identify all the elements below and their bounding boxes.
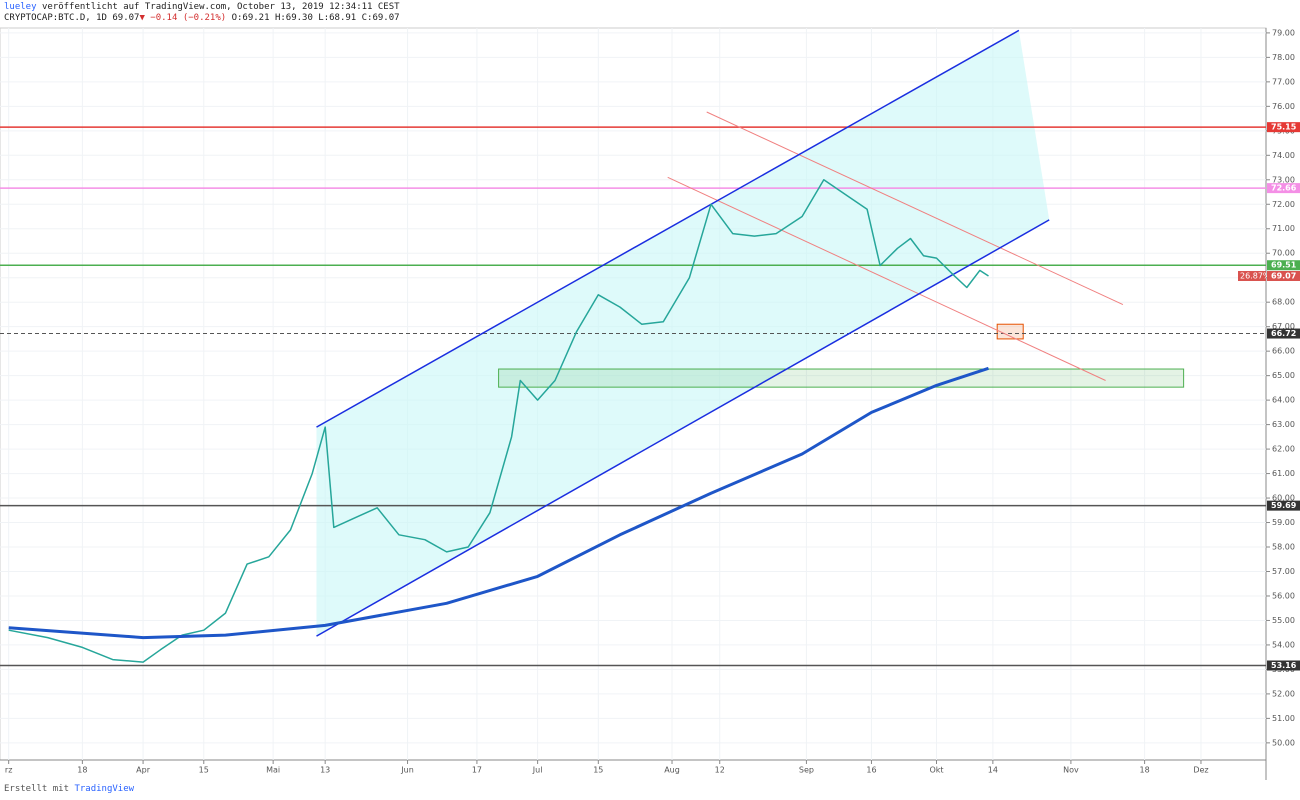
x-tick-label: Dez: [1193, 766, 1208, 775]
x-tick-label: 14: [988, 766, 998, 775]
x-tick-label: 18: [77, 766, 87, 775]
y-tick-label: 50.00: [1272, 738, 1295, 747]
footer-text: Erstellt mit: [4, 784, 70, 794]
level-label: 59.69: [1271, 501, 1297, 510]
publish-line: lueley veröffentlicht auf TradingView.co…: [4, 2, 400, 13]
change: ▼ −0.14 (−0.21%): [139, 13, 227, 23]
published: veröffentlicht auf TradingView.com, Octo…: [41, 2, 400, 12]
x-tick-label: Okt: [929, 766, 943, 775]
level-label: 72.66: [1271, 184, 1297, 193]
x-tick-label: 15: [593, 766, 603, 775]
trend-line: [706, 111, 1124, 306]
ohlc: O:69.21 H:69.30 L:68.91 C:69.07: [231, 13, 400, 23]
y-tick-label: 58.00: [1272, 543, 1295, 552]
symbol-line: CRYPTOCAP:BTC.D, 1D 69.07▼ −0.14 (−0.21%…: [4, 13, 400, 24]
y-tick-label: 79.00: [1272, 28, 1295, 37]
zone: [996, 323, 1024, 340]
y-tick-label: 77.00: [1272, 77, 1295, 86]
symbol: CRYPTOCAP:BTC.D, 1D 69.07: [4, 13, 140, 23]
y-tick-label: 54.00: [1272, 640, 1295, 649]
zone: [498, 368, 1185, 388]
series-line: [8, 179, 989, 663]
trend-line: [667, 176, 1106, 381]
x-tick-label: Aug: [664, 766, 680, 775]
level-label: 75.15: [1271, 123, 1297, 132]
y-tick-label: 59.00: [1272, 518, 1295, 527]
brand[interactable]: TradingView: [74, 784, 135, 794]
channel-lower: [316, 219, 1050, 637]
x-tick-label: Jun: [400, 766, 414, 775]
y-tick-label: 52.00: [1272, 689, 1295, 698]
y-tick-label: 57.00: [1272, 567, 1295, 576]
x-tick-label: 15: [199, 766, 209, 775]
level-tag: [1267, 122, 1300, 133]
y-tick-label: 70.00: [1272, 249, 1295, 258]
level-tag: [1267, 328, 1300, 339]
y-tick-label: 56.00: [1272, 591, 1295, 600]
user[interactable]: lueley: [4, 2, 37, 12]
y-tick-label: 71.00: [1272, 224, 1295, 233]
y-tick-label: 63.00: [1272, 420, 1295, 429]
x-tick-label: 13: [320, 766, 330, 775]
price-label: 69.07: [1271, 271, 1296, 280]
y-tick-label: 68.00: [1272, 298, 1295, 307]
y-tick-label: 61.00: [1272, 469, 1295, 478]
channel-upper: [316, 29, 1020, 428]
y-tick-label: 76.00: [1272, 102, 1295, 111]
level-tag: [1267, 183, 1300, 194]
header: lueley veröffentlicht auf TradingView.co…: [4, 2, 400, 24]
level-tag: [1267, 500, 1300, 511]
level-label: 53.16: [1271, 661, 1297, 670]
x-tick-label: Nov: [1063, 766, 1079, 775]
y-tick-label: 62.00: [1272, 445, 1295, 454]
level-label: 66.72: [1271, 329, 1296, 338]
level-label: 69.51: [1271, 261, 1297, 270]
x-tick-label: Sep: [799, 766, 814, 775]
y-tick-label: 73.00: [1272, 175, 1295, 184]
x-tick-label: 12: [715, 766, 725, 775]
background-layer: [0, 28, 1270, 764]
x-tick-label: 16: [866, 766, 876, 775]
y-tick-label: 64.00: [1272, 396, 1295, 405]
y-tick-label: 55.00: [1272, 616, 1295, 625]
x-tick-label: 18: [1140, 766, 1150, 775]
y-tick-label: 51.00: [1272, 714, 1295, 723]
data-layer: 50.0051.0052.0053.0054.0055.0056.0057.00…: [0, 28, 1300, 775]
change-tag: [1238, 270, 1266, 281]
change-label: 26.87%: [1240, 271, 1271, 280]
level-tag: [1267, 260, 1300, 271]
y-tick-label: 74.00: [1272, 151, 1295, 160]
y-tick-label: 65.00: [1272, 371, 1295, 380]
y-tick-label: 66.00: [1272, 347, 1295, 356]
level-tag: [1267, 660, 1300, 671]
x-tick-label: Jul: [532, 766, 543, 775]
series-line: [8, 366, 989, 640]
y-tick-label: 67.00: [1272, 322, 1295, 331]
price-tag: [1267, 270, 1300, 281]
x-tick-label: rz: [5, 766, 13, 775]
footer: Erstellt mit TradingView: [4, 784, 134, 794]
x-tick-label: Mai: [266, 766, 280, 775]
x-tick-label: 17: [472, 766, 482, 775]
y-tick-label: 72.00: [1272, 200, 1295, 209]
y-tick-label: 78.00: [1272, 53, 1295, 62]
y-tick-label: 60.00: [1272, 494, 1295, 503]
x-tick-label: Apr: [136, 766, 151, 775]
